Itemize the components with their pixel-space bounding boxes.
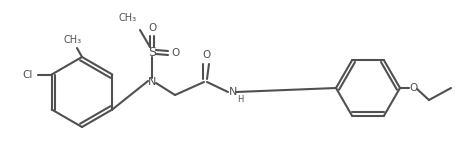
Text: Cl: Cl	[22, 69, 33, 80]
Text: O: O	[171, 48, 179, 58]
Text: O: O	[202, 50, 210, 60]
Text: O: O	[148, 23, 156, 33]
Text: CH₃: CH₃	[119, 13, 137, 23]
Text: CH₃: CH₃	[64, 35, 82, 45]
Text: S: S	[148, 45, 156, 59]
Text: N: N	[148, 77, 156, 87]
Text: O: O	[410, 83, 418, 93]
Text: H: H	[237, 95, 243, 104]
Text: N: N	[229, 87, 237, 97]
